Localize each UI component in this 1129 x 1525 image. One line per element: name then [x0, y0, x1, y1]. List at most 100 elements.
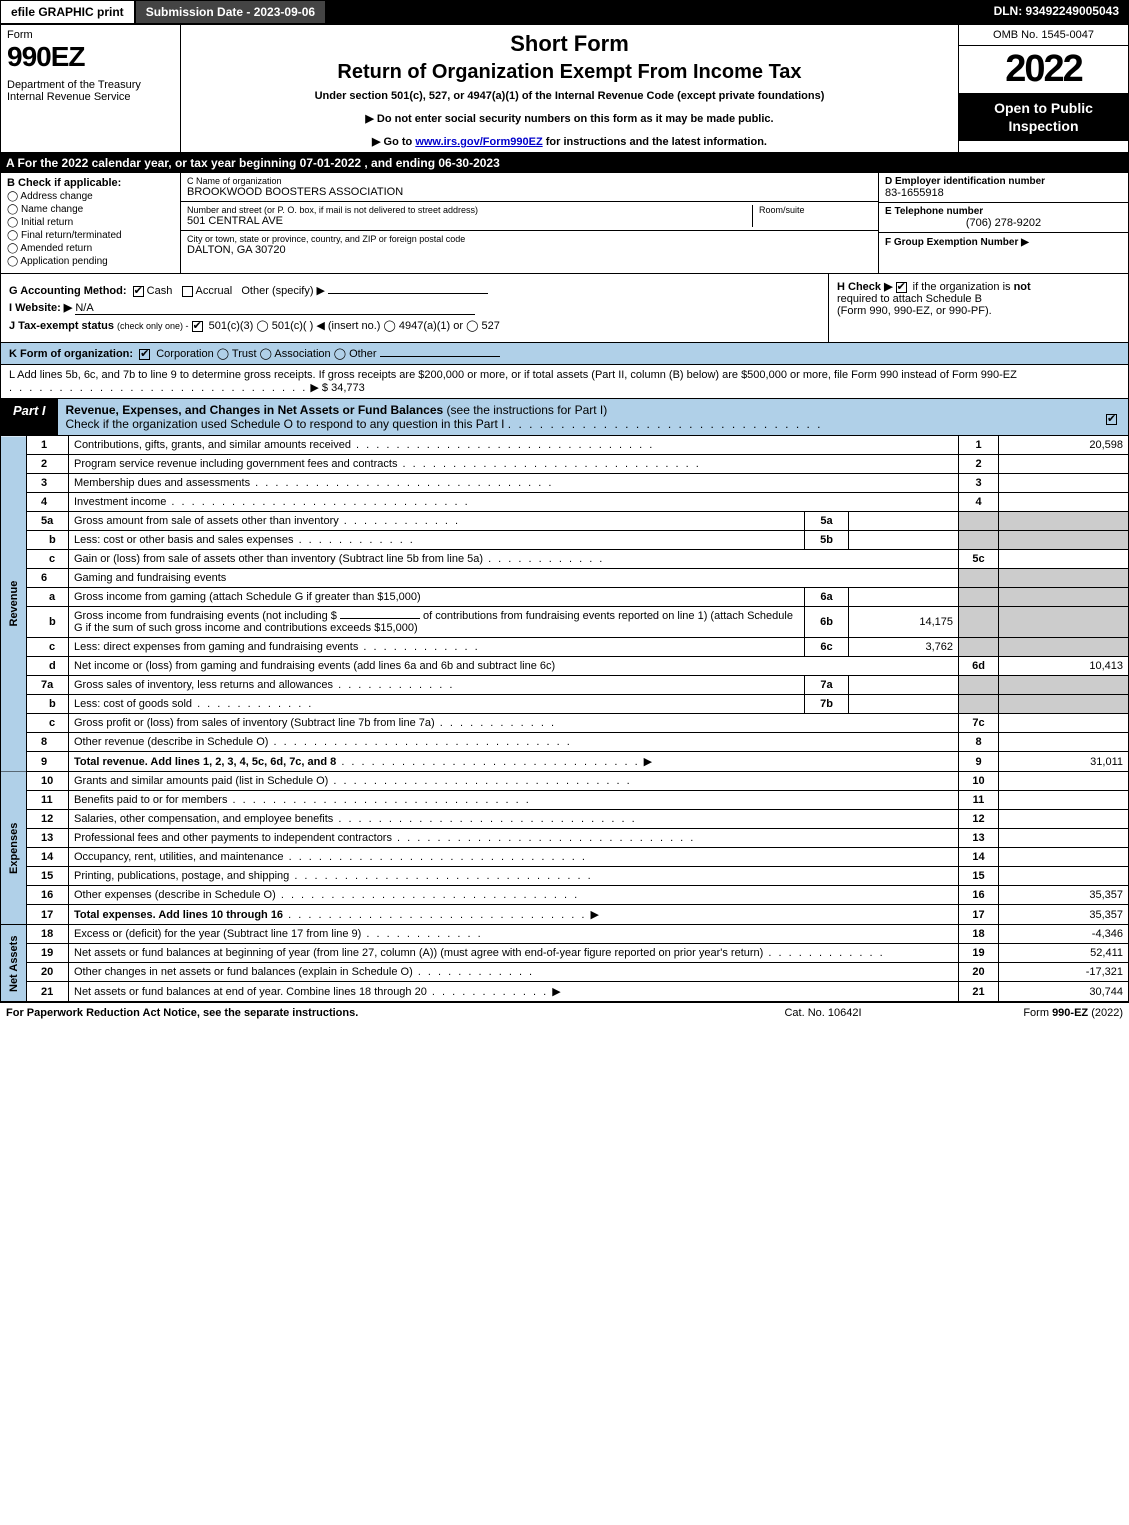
l7b-bv [849, 695, 959, 714]
l6c-desc: Less: direct expenses from gaming and fu… [69, 638, 805, 657]
l17-ln: 17 [959, 905, 999, 925]
l1-ln: 1 [959, 436, 999, 455]
l6c-bl: 6c [805, 638, 849, 657]
department-label: Department of the Treasury Internal Reve… [7, 79, 174, 103]
instruction-ssn: ▶ Do not enter social security numbers o… [189, 112, 950, 125]
subtitle: Under section 501(c), 527, or 4947(a)(1)… [189, 90, 950, 102]
l2-amt [999, 455, 1129, 474]
other-specify-input[interactable] [328, 293, 488, 294]
chk-cash[interactable] [133, 286, 144, 297]
line-14: 14 Occupancy, rent, utilities, and maint… [1, 848, 1129, 867]
city-row: City or town, state or province, country… [181, 231, 878, 259]
k-options: Corporation ◯ Trust ◯ Association ◯ Othe… [156, 348, 376, 360]
l1-amt: 20,598 [999, 436, 1129, 455]
l6b-desc: Gross income from fundraising events (no… [69, 607, 805, 638]
l3-ln: 3 [959, 474, 999, 493]
efile-print-button[interactable]: efile GRAPHIC print [0, 0, 135, 24]
l7b-shade2 [999, 695, 1129, 714]
org-name-value: BROOKWOOD BOOSTERS ASSOCIATION [187, 186, 872, 198]
i-label: I Website: ▶ [9, 302, 72, 314]
l9-num: 9 [27, 752, 69, 772]
footer-left: For Paperwork Reduction Act Notice, see … [6, 1007, 723, 1019]
chk-name-change[interactable]: ◯ Name change [7, 204, 174, 215]
top-spacer [326, 0, 983, 24]
line-12: 12 Salaries, other compensation, and emp… [1, 810, 1129, 829]
l15-ln: 15 [959, 867, 999, 886]
l7a-shade2 [999, 676, 1129, 695]
form-number: 990EZ [7, 41, 174, 73]
l6c-shade2 [999, 638, 1129, 657]
org-name-label: C Name of organization [187, 176, 872, 186]
chk-name-change-label: Name change [21, 204, 83, 215]
section-k: K Form of organization: Corporation ◯ Tr… [0, 343, 1129, 365]
l11-ln: 11 [959, 791, 999, 810]
chk-schedule-o[interactable] [1106, 414, 1117, 425]
l6a-bl: 6a [805, 588, 849, 607]
chk-accrual[interactable] [182, 286, 193, 297]
j-options: 501(c)(3) ◯ 501(c)( ) ◀ (insert no.) ◯ 4… [209, 320, 500, 332]
l10-desc: Grants and similar amounts paid (list in… [69, 772, 959, 791]
line-6b: b Gross income from fundraising events (… [1, 607, 1129, 638]
line-5c: c Gain or (loss) from sale of assets oth… [1, 550, 1129, 569]
l7b-bl: 7b [805, 695, 849, 714]
room-label: Room/suite [759, 205, 872, 215]
form-header: Form 990EZ Department of the Treasury In… [0, 25, 1129, 153]
l9-amt: 31,011 [999, 752, 1129, 772]
l11-num: 11 [27, 791, 69, 810]
l16-ln: 16 [959, 886, 999, 905]
l3-num: 3 [27, 474, 69, 493]
instr2-pre: ▶ Go to [372, 136, 415, 148]
l6c-shade [959, 638, 999, 657]
line-21: 21 Net assets or fund balances at end of… [1, 982, 1129, 1002]
ein-label: D Employer identification number [885, 176, 1122, 187]
phone-row: E Telephone number (706) 278-9202 [879, 203, 1128, 233]
line-16: 16 Other expenses (describe in Schedule … [1, 886, 1129, 905]
l16-desc: Other expenses (describe in Schedule O) [69, 886, 959, 905]
l2-desc: Program service revenue including govern… [69, 455, 959, 474]
section-l: L Add lines 5b, 6c, and 7b to line 9 to … [0, 365, 1129, 399]
k-other-input[interactable] [380, 356, 500, 357]
form-word: Form [7, 29, 174, 41]
l6d-ln: 6d [959, 657, 999, 676]
header-left: Form 990EZ Department of the Treasury In… [1, 25, 181, 152]
chk-final-return[interactable]: ◯ Final return/terminated [7, 230, 174, 241]
l11-amt [999, 791, 1129, 810]
l17-amt: 35,357 [999, 905, 1129, 925]
irs-link[interactable]: www.irs.gov/Form990EZ [415, 136, 542, 148]
address-value: 501 CENTRAL AVE [187, 215, 752, 227]
line-17: 17 Total expenses. Add lines 10 through … [1, 905, 1129, 925]
l13-amt [999, 829, 1129, 848]
ein-value: 83-1655918 [885, 187, 1122, 199]
vtab-revenue: Revenue [1, 436, 27, 772]
vtab-expenses: Expenses [1, 772, 27, 925]
tax-year: 2022 [959, 46, 1128, 93]
l6-shade2 [999, 569, 1129, 588]
address-label: Number and street (or P. O. box, if mail… [187, 205, 752, 215]
chk-address-change[interactable]: ◯ Address change [7, 191, 174, 202]
section-ghij: G Accounting Method: Cash Accrual Other … [0, 274, 1129, 343]
chk-application-pending[interactable]: ◯ Application pending [7, 256, 174, 267]
l6b-blank[interactable] [340, 618, 420, 619]
l5a-bv [849, 512, 959, 531]
chk-initial-return[interactable]: ◯ Initial return [7, 217, 174, 228]
j-small: (check only one) - [117, 321, 189, 331]
l-amount: ▶ $ 34,773 [310, 382, 364, 394]
l20-num: 20 [27, 963, 69, 982]
k-label: K Form of organization: [9, 348, 133, 360]
line-5b: b Less: cost or other basis and sales ex… [1, 531, 1129, 550]
line-20: 20 Other changes in net assets or fund b… [1, 963, 1129, 982]
l6-num: 6 [27, 569, 69, 588]
h-rest: required to attach Schedule B (Form 990,… [837, 293, 992, 317]
chk-schedule-b[interactable] [896, 282, 907, 293]
phone-value: (706) 278-9202 [885, 217, 1122, 229]
l5b-desc: Less: cost or other basis and sales expe… [69, 531, 805, 550]
chk-amended-return[interactable]: ◯ Amended return [7, 243, 174, 254]
chk-corporation[interactable] [139, 349, 150, 360]
l14-ln: 14 [959, 848, 999, 867]
l15-num: 15 [27, 867, 69, 886]
l7a-shade [959, 676, 999, 695]
box-b: B Check if applicable: ◯ Address change … [1, 173, 181, 273]
chk-501c3[interactable] [192, 321, 203, 332]
group-exemption-row: F Group Exemption Number ▶ [879, 233, 1128, 251]
chk-amended-return-label: Amended return [20, 243, 92, 254]
